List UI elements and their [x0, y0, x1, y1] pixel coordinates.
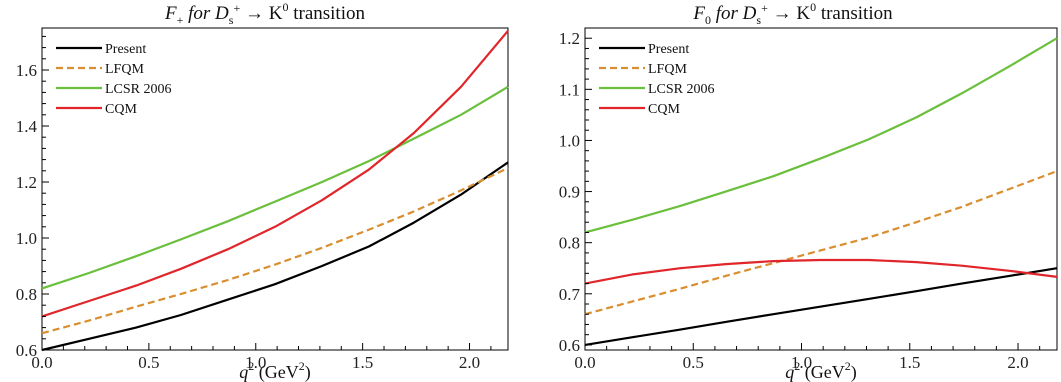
x-tick-label: 2.0 [459, 353, 480, 372]
x-tick-label: 1.5 [352, 353, 373, 372]
plot-frame [41, 27, 509, 351]
x-tick-label: 1.0 [791, 353, 812, 372]
series-line-lcsr-2006 [584, 37, 1058, 234]
legend-label: LCSR 2006 [648, 82, 715, 97]
x-tick-label: 0.5 [683, 353, 704, 372]
y-tick-label: 1.0 [559, 131, 580, 150]
y-tick-label: 1.0 [16, 229, 37, 248]
y-tick-label: 1.4 [16, 117, 38, 136]
y-tick-label: 1.6 [16, 61, 37, 80]
series-line-present [41, 161, 509, 352]
plot-frame [584, 27, 1058, 351]
series-line-present [584, 267, 1058, 346]
chart-f-plus: F+ for Ds+ → K0 transition 0.0 0.5 1.0 1.5 2… [16, 0, 509, 382]
legend-label: LFQM [105, 62, 144, 77]
chart-title: F0 for Ds+ → K0 transition [692, 0, 893, 27]
y-tick-label: 0.6 [16, 341, 37, 360]
legend-label: Present [105, 42, 146, 57]
legend-label: CQM [105, 102, 137, 117]
y-tick-label: 0.6 [559, 336, 580, 355]
legend: Present LFQM LCSR 2006 CQM [599, 42, 715, 117]
y-tick-label: 1.1 [559, 80, 580, 99]
series-line-lcsr-2006 [41, 85, 509, 290]
y-tick-label: 0.8 [559, 234, 580, 253]
x-tick-label: 0.0 [31, 353, 52, 372]
legend-label: Present [648, 42, 689, 57]
y-tick-label: 1.2 [559, 29, 580, 48]
series-line-cqm [41, 30, 509, 318]
x-tick-label: 0.0 [574, 353, 595, 372]
legend: Present LFQM LCSR 2006 CQM [56, 42, 172, 117]
x-axis-label: q2 (GeV2) [785, 359, 856, 382]
series-line-lfqm [41, 167, 509, 335]
series-line-cqm [584, 258, 1058, 285]
legend-label: LFQM [648, 62, 687, 77]
series-line-lfqm [584, 170, 1058, 316]
legend-label: LCSR 2006 [105, 82, 172, 97]
y-tick-label: 0.7 [559, 285, 581, 304]
legend-label: CQM [648, 102, 680, 117]
x-axis-label: q2 (GeV2) [239, 359, 310, 382]
x-tick-label: 0.5 [138, 353, 159, 372]
y-tick-label: 0.9 [559, 183, 580, 202]
chart-title: F+ for Ds+ → K0 transition [164, 0, 366, 27]
chart-f-zero: F0 for Ds+ → K0 transition 0.0 0.5 1.0 1.5 2… [559, 0, 1058, 382]
y-tick-label: 1.2 [16, 173, 37, 192]
x-tick-label: 1.0 [245, 353, 266, 372]
x-tick-label: 1.5 [899, 353, 920, 372]
y-tick-label: 0.8 [16, 285, 37, 304]
x-tick-label: 2.0 [1007, 353, 1028, 372]
